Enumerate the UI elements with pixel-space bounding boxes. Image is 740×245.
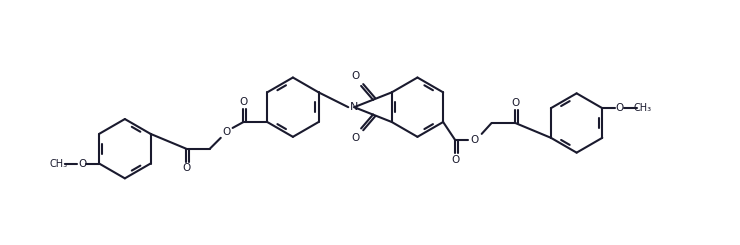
- Text: N: N: [350, 102, 358, 112]
- Text: O: O: [182, 163, 190, 173]
- Text: O: O: [451, 155, 459, 165]
- Text: CH₃: CH₃: [50, 159, 68, 169]
- Text: O: O: [78, 159, 87, 169]
- Text: CH₃: CH₃: [633, 103, 652, 113]
- Text: O: O: [351, 133, 360, 143]
- Text: O: O: [351, 71, 360, 81]
- Text: O: O: [511, 98, 519, 108]
- Text: O: O: [615, 103, 623, 113]
- Text: O: O: [239, 97, 248, 107]
- Text: O: O: [471, 135, 479, 145]
- Text: O: O: [223, 127, 231, 137]
